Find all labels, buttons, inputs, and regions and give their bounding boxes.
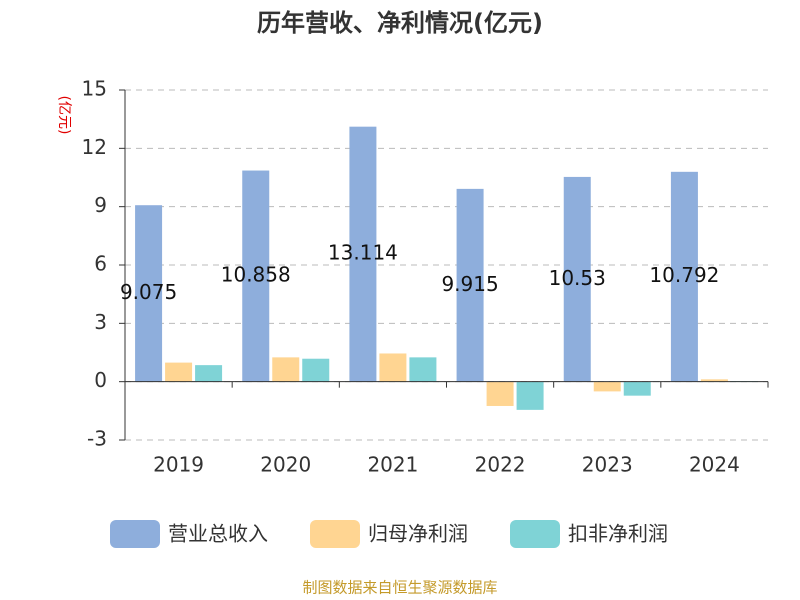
bar — [563, 176, 591, 382]
bar — [165, 362, 193, 382]
bar — [409, 357, 437, 382]
bar — [349, 126, 377, 382]
y-tick-label: 15 — [82, 77, 107, 101]
bar — [195, 365, 223, 382]
bar — [135, 205, 163, 382]
source-note: 制图数据来自恒生聚源数据库 — [302, 579, 497, 597]
data-label: 10.858 — [221, 263, 291, 287]
bar — [623, 381, 651, 396]
bar — [242, 170, 270, 382]
bar — [670, 171, 698, 382]
bar — [593, 381, 621, 392]
y-tick-label: 0 — [94, 368, 107, 392]
x-tick-label: 2022 — [475, 453, 526, 477]
bar — [272, 357, 300, 382]
x-tick-label: 2019 — [153, 453, 204, 477]
data-label: 9.915 — [441, 272, 498, 296]
x-tick-label: 2024 — [689, 453, 740, 477]
legend-label: 扣非净利润 — [568, 522, 668, 546]
bar — [302, 358, 330, 382]
legend-swatch — [510, 520, 560, 548]
x-tick-label: 2020 — [260, 453, 311, 477]
data-label: 13.114 — [328, 241, 398, 265]
chart-title: 历年营收、净利情况(亿元) — [257, 9, 543, 37]
x-tick-label: 2021 — [367, 453, 418, 477]
bar — [516, 381, 544, 410]
y-tick-label: 12 — [82, 135, 107, 159]
legend-swatch — [110, 520, 160, 548]
y-tick-label: 6 — [94, 252, 107, 276]
data-label: 10.792 — [649, 263, 719, 287]
legend-swatch — [310, 520, 360, 548]
bar — [700, 379, 728, 382]
x-tick-label: 2023 — [582, 453, 633, 477]
data-label: 10.53 — [549, 266, 606, 290]
y-tick-label: 9 — [94, 193, 107, 217]
y-axis-label: (亿元) — [56, 96, 72, 135]
legend-label: 营业总收入 — [168, 522, 268, 546]
bar — [379, 353, 407, 382]
bar — [486, 381, 514, 406]
y-tick-label: 3 — [94, 310, 107, 334]
data-label: 9.075 — [120, 280, 177, 304]
legend-label: 归母净利润 — [368, 522, 468, 546]
y-tick-label: -3 — [87, 427, 107, 451]
bar — [456, 188, 484, 382]
